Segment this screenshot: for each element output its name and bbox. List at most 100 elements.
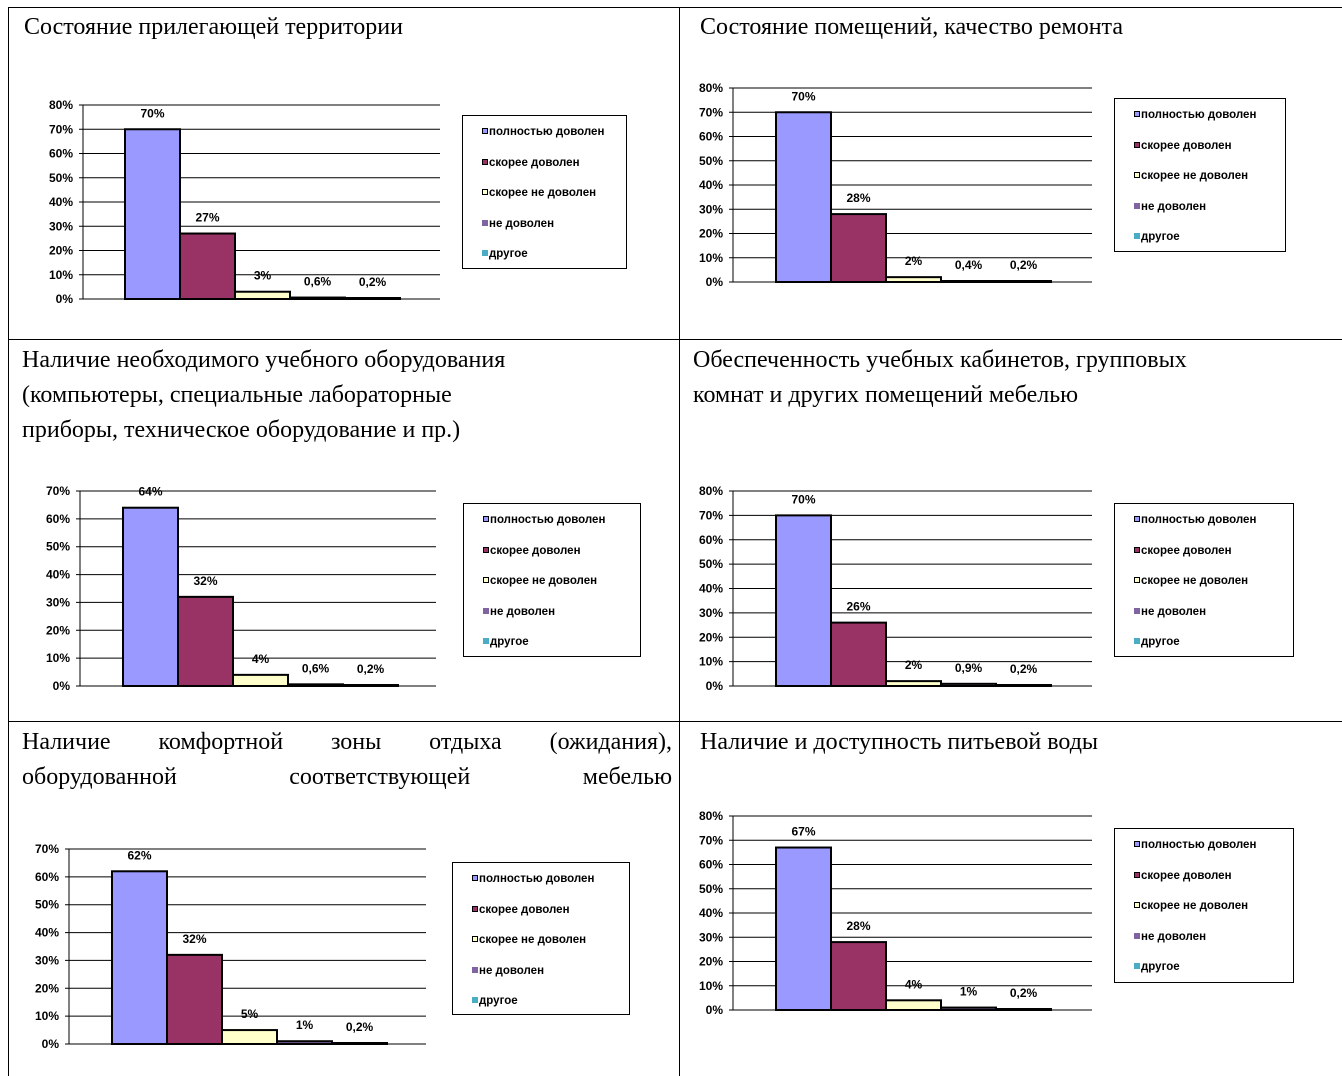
legend-item: не доволен bbox=[1134, 604, 1206, 620]
data-label: 32% bbox=[193, 574, 217, 588]
y-tick-label: 40% bbox=[699, 582, 723, 596]
panel-premises: Состояние помещений, качество ремонта bbox=[700, 10, 1335, 338]
bar-3 bbox=[232, 673, 289, 687]
legend-swatch bbox=[472, 936, 478, 942]
panel-title: Наличие необходимого учебного оборудован… bbox=[22, 347, 506, 443]
panel-furniture: Обеспеченность учебных кабинетов, группо… bbox=[693, 343, 1333, 719]
data-label: 70% bbox=[140, 106, 164, 120]
bar-5 bbox=[995, 280, 1052, 283]
legend-item: скорее доволен bbox=[1134, 138, 1232, 154]
y-tick-label: 0% bbox=[56, 292, 74, 306]
legend-item: не доволен bbox=[472, 963, 544, 979]
data-label: 0,2% bbox=[357, 662, 385, 676]
y-tick-label: 30% bbox=[699, 606, 723, 620]
y-tick-label: 40% bbox=[49, 195, 73, 209]
legend-swatch bbox=[1134, 516, 1140, 522]
y-tick-label: 50% bbox=[699, 882, 723, 896]
legend-swatch bbox=[1134, 202, 1140, 209]
bar-5 bbox=[995, 1008, 1052, 1011]
legend-furniture: полностью доволен скорее доволен скорее не… bbox=[1114, 503, 1294, 657]
legend-swatch bbox=[472, 997, 478, 1003]
bar-1 bbox=[124, 128, 181, 300]
legend-label: скорее доволен bbox=[490, 544, 581, 557]
table-row-divider-1 bbox=[8, 339, 1342, 340]
data-label: 28% bbox=[846, 919, 870, 933]
legend-swatch bbox=[1134, 607, 1140, 614]
legend-swatch bbox=[1134, 871, 1140, 878]
legend-label: скорее доволен bbox=[1141, 139, 1232, 152]
y-tick-label: 60% bbox=[699, 130, 723, 144]
y-tick-label: 30% bbox=[46, 595, 70, 609]
legend-label: скорее доволен bbox=[1141, 869, 1232, 882]
legend-item: скорее доволен bbox=[1134, 868, 1232, 884]
legend-label: не доволен bbox=[490, 605, 556, 618]
data-label: 0,2% bbox=[1010, 662, 1038, 676]
y-tick-label: 70% bbox=[699, 105, 723, 119]
data-label: 26% bbox=[846, 600, 870, 614]
y-tick-label: 30% bbox=[49, 219, 73, 233]
legend-label: не доволен bbox=[489, 217, 555, 230]
legend-swatch bbox=[1134, 577, 1140, 583]
legend-item: полностью доволен bbox=[472, 871, 595, 887]
bar-5 bbox=[342, 684, 399, 687]
legend-label: другое bbox=[1141, 961, 1180, 973]
bar-3 bbox=[885, 999, 942, 1011]
data-label: 0,2% bbox=[346, 1020, 374, 1034]
data-label: 0,6% bbox=[302, 661, 330, 675]
y-tick-label: 50% bbox=[699, 154, 723, 168]
legend-swatch bbox=[472, 966, 478, 973]
y-tick-label: 0% bbox=[706, 275, 724, 289]
legend-swatch bbox=[1134, 141, 1140, 148]
table-border-left bbox=[8, 7, 9, 1076]
y-tick-label: 10% bbox=[699, 979, 723, 993]
legend-item: полностью доволен bbox=[1134, 107, 1256, 123]
legend-swatch bbox=[482, 219, 488, 226]
y-tick-label: 60% bbox=[699, 858, 723, 872]
data-label: 70% bbox=[791, 89, 815, 103]
legend-label: другое bbox=[1141, 231, 1180, 243]
legend-item: скорее не доволен bbox=[1134, 898, 1249, 914]
legend-label: не доволен bbox=[1141, 200, 1207, 213]
panel-territory: Состояние прилегающей территории bbox=[24, 10, 674, 338]
y-tick-label: 10% bbox=[35, 1009, 59, 1023]
legend-territory: полностью доволен скорее доволен скорее не… bbox=[462, 115, 627, 269]
y-tick-label: 10% bbox=[46, 651, 70, 665]
y-tick-label: 50% bbox=[35, 898, 59, 912]
legend-water: полностью доволен скорее доволен скорее не… bbox=[1114, 828, 1294, 983]
y-tick-label: 0% bbox=[706, 1003, 724, 1017]
legend-swatch bbox=[472, 875, 478, 881]
y-tick-label: 40% bbox=[699, 906, 723, 920]
legend-label: скорее не доволен bbox=[1141, 900, 1249, 912]
legend-label: полностью доволен bbox=[479, 873, 595, 885]
data-label: 27% bbox=[195, 211, 219, 225]
legend-swatch bbox=[1134, 841, 1140, 847]
data-label: 64% bbox=[138, 485, 162, 499]
y-tick-label: 70% bbox=[35, 842, 59, 856]
data-label: 1% bbox=[296, 1018, 314, 1032]
legend-item: другое bbox=[483, 634, 529, 650]
table-border-top bbox=[8, 7, 1342, 8]
legend-swatch bbox=[1134, 638, 1140, 644]
legend-item: другое bbox=[472, 993, 518, 1009]
legend-item: не доволен bbox=[1134, 929, 1206, 945]
legend-label: скорее не доволен bbox=[479, 934, 587, 946]
y-tick-label: 20% bbox=[699, 630, 723, 644]
y-tick-label: 60% bbox=[35, 870, 59, 884]
y-tick-label: 20% bbox=[46, 623, 70, 637]
y-tick-label: 10% bbox=[699, 655, 723, 669]
y-tick-label: 30% bbox=[699, 202, 723, 216]
bar-4 bbox=[940, 1006, 997, 1012]
legend-swatch bbox=[483, 607, 489, 614]
bar-5 bbox=[995, 684, 1052, 687]
legend-item: скорее не доволен bbox=[482, 185, 596, 201]
legend-premises: полностью доволен скорее доволен скорее не… bbox=[1114, 98, 1286, 252]
y-tick-label: 80% bbox=[699, 484, 723, 498]
legend-item: скорее доволен bbox=[483, 543, 581, 559]
data-label: 3% bbox=[254, 269, 272, 283]
data-label: 0,2% bbox=[359, 275, 387, 289]
